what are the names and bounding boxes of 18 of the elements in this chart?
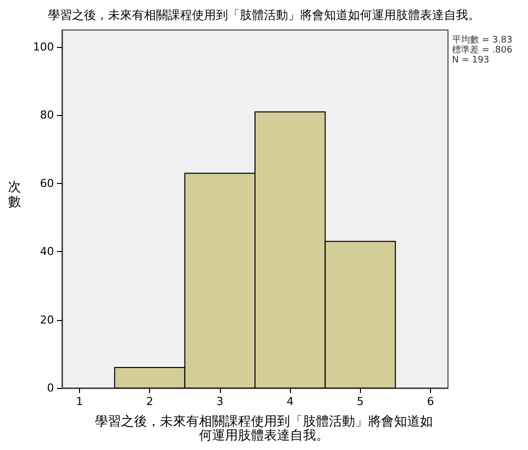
chart-title: 學習之後，未來有相關課程使用到「肢體活動」將會知道如何運用肢體表達自我。 [48, 8, 480, 22]
y-tick-label: 60 [40, 176, 54, 190]
y-tick-label: 40 [40, 245, 54, 258]
y-tick-label: 20 [40, 313, 54, 326]
y-axis-title: 次數 [8, 180, 21, 210]
y-tick-label: 100 [33, 40, 54, 54]
text: N = 193 [452, 56, 490, 66]
text: 標準差 = .806 [452, 44, 513, 56]
x-axis-title: 學習之後，未來有相關課程使用到「肢體活動」將會知道如何運用肢體表達自我。 [95, 414, 433, 444]
x-tick-label: 5 [356, 395, 364, 408]
x-tick-label: 4 [286, 395, 294, 408]
x-tick-label: 2 [146, 395, 154, 408]
text: 平均數 = 3.83 [452, 34, 512, 46]
y-tick-label: 80 [40, 108, 54, 122]
y-tick-label: 0 [47, 382, 54, 394]
x-tick-label: 6 [426, 395, 434, 408]
x-tick-label: 1 [76, 395, 84, 408]
x-tick-label: 3 [216, 395, 224, 408]
